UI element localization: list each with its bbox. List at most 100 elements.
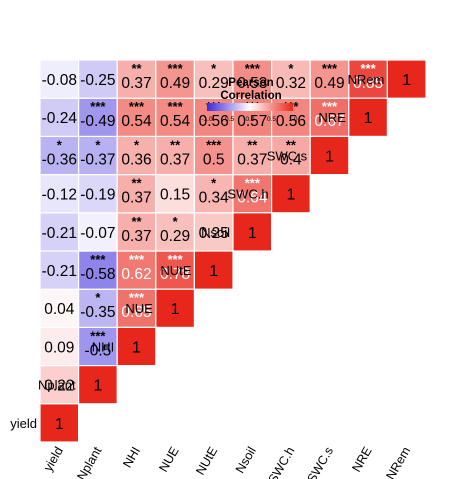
cell-value-label: 0.32: [276, 75, 306, 92]
cell-value-label: 0.5: [203, 151, 225, 168]
legend-ticks: -1.0 -0.5 0.0 0.5 1.0: [201, 116, 297, 123]
cell-value-label: 0.56: [199, 113, 229, 130]
cell-value-label: -0.25: [80, 72, 115, 89]
diagonal-fill: [309, 135, 350, 176]
cell-value-label: 0.53: [237, 75, 267, 92]
heatmap-cell: -0.21: [39, 250, 80, 290]
cell-value-label: 0.09: [44, 339, 74, 356]
row-label: yield: [10, 416, 37, 431]
diagonal-value-label: 1: [55, 416, 64, 433]
cell-significance-stars: ***: [206, 137, 222, 152]
cell-value-label: -0.21: [42, 263, 77, 280]
diagonal-fill: [155, 288, 196, 329]
diagonal-value-label: 1: [364, 110, 373, 127]
row-label: NUE: [125, 301, 153, 316]
diagonal-cell: 1 SWC.s: [267, 135, 350, 176]
heatmap-cell: -0.08: [39, 59, 80, 99]
diagonal-cell: 1 NHI: [92, 326, 157, 367]
cell-significance-stars: *: [211, 61, 217, 76]
cell-value-label: 0.04: [44, 301, 75, 318]
heatmap-cell: 0.25: [193, 212, 234, 252]
cell-significance-stars: **: [247, 137, 258, 152]
row-label: Nsoil: [201, 225, 230, 240]
cell-value-label: 0.49: [314, 75, 344, 92]
cell-significance-stars: ***: [245, 176, 261, 191]
legend-tick-label: -0.5: [223, 116, 235, 123]
diagonal-fill: [386, 59, 427, 99]
cell-fill: [39, 59, 80, 99]
column-label: NHI: [120, 445, 143, 471]
cell-fill: [116, 135, 157, 176]
diagonal-fill: [116, 326, 157, 367]
cell-fill: [116, 174, 157, 214]
cell-significance-stars: *: [57, 137, 63, 152]
heatmap-cell: 0.37**: [116, 59, 157, 99]
row-label: NRem: [348, 72, 385, 87]
cell-fill: [155, 135, 196, 176]
cell-fill: [309, 59, 350, 99]
cell-fill: [39, 250, 80, 290]
cell-fill: [309, 97, 350, 137]
legend-title-line-2: Correlation: [220, 90, 281, 102]
heatmap-cell: 0.49***: [309, 59, 350, 99]
heatmap-cell: 0.65***: [116, 288, 157, 329]
heatmap-cell: -0.36*: [39, 135, 80, 176]
legend-color-bar: [207, 103, 293, 111]
diagonal-value-label: 1: [93, 378, 102, 395]
cell-value-label: 0.49: [160, 75, 190, 92]
row-label: SWC.s: [267, 148, 308, 163]
column-label: NUE: [156, 445, 181, 475]
cell-fill: [155, 59, 196, 99]
cell-value-label: 0.37: [160, 151, 190, 168]
cell-value-label: 0.37: [121, 190, 151, 207]
cell-significance-stars: *: [95, 290, 101, 305]
diagonal-value-label: 1: [132, 339, 141, 356]
legend-tick-label: 0.0: [245, 116, 254, 123]
heatmap-cell: 0.37**: [155, 135, 196, 176]
cell-significance-stars: ***: [129, 252, 145, 267]
cell-fill: [193, 135, 234, 176]
cell-value-label: -0.08: [42, 72, 77, 89]
cell-fill: [39, 365, 80, 405]
cell-value-label: 0.36: [121, 151, 151, 168]
diagonal-fill: [271, 174, 311, 214]
diagonal-fill: [193, 250, 234, 290]
diagonal-fill: [232, 212, 273, 252]
diagonal-fill: [77, 365, 118, 405]
row-label: SWC.h: [227, 187, 268, 202]
row-label: NHI: [92, 339, 114, 354]
cell-value-label: -0.21: [42, 225, 77, 242]
cell-value-label: 0.54: [121, 113, 152, 130]
diagonal-cell: 1 Nsoil: [201, 212, 273, 252]
cell-fill: [271, 59, 311, 99]
cell-fill: [348, 59, 388, 99]
diagonal-cells: 1 yield 1 Nplant 1 NHI 1 NUE 1 NUtE 1 Nsoil 1 SWC.h 1 S…: [10, 59, 427, 443]
cell-significance-stars: **: [131, 214, 142, 229]
row-label: NUtE: [160, 263, 191, 278]
cell-value-label: 0.67: [314, 113, 344, 130]
heatmap-cell: 0.85***: [348, 59, 388, 99]
cell-value-label: -0.49: [80, 113, 115, 130]
cell-value-label: -0.5: [85, 342, 112, 359]
x-axis-labels: yield Nplant NHI NUE NUtE Nsoil SWC.h SWC.s NRE N…: [41, 444, 413, 479]
color-legend: Pearson Correlation -1.0 -0.5 0.0 0.5 1.0: [201, 77, 297, 123]
column-label: SWC.h: [266, 444, 298, 479]
heatmap-cell: 0.34*: [193, 174, 234, 214]
heatmap-cell: 0.37**: [116, 174, 157, 214]
cell-value-label: -0.37: [80, 151, 115, 168]
cell-fill: [116, 59, 157, 99]
column-label: NUtE: [193, 445, 220, 478]
cell-significance-stars: ***: [90, 252, 106, 267]
cell-value-label: 0.34: [199, 190, 230, 207]
heatmap-cell: -0.19: [77, 174, 118, 214]
column-label: yield: [41, 444, 66, 473]
diagonal-value-label: 1: [248, 225, 257, 242]
heatmap-cell: -0.5***: [77, 326, 118, 367]
cell-significance-stars: ***: [129, 99, 145, 114]
cell-significance-stars: *: [288, 61, 294, 76]
cell-fill: [193, 59, 234, 99]
row-label: Nplant: [38, 378, 76, 393]
column-label: Nplant: [74, 444, 104, 479]
heatmap-cell: -0.58***: [77, 250, 118, 290]
diagonal-fill: [348, 97, 388, 137]
